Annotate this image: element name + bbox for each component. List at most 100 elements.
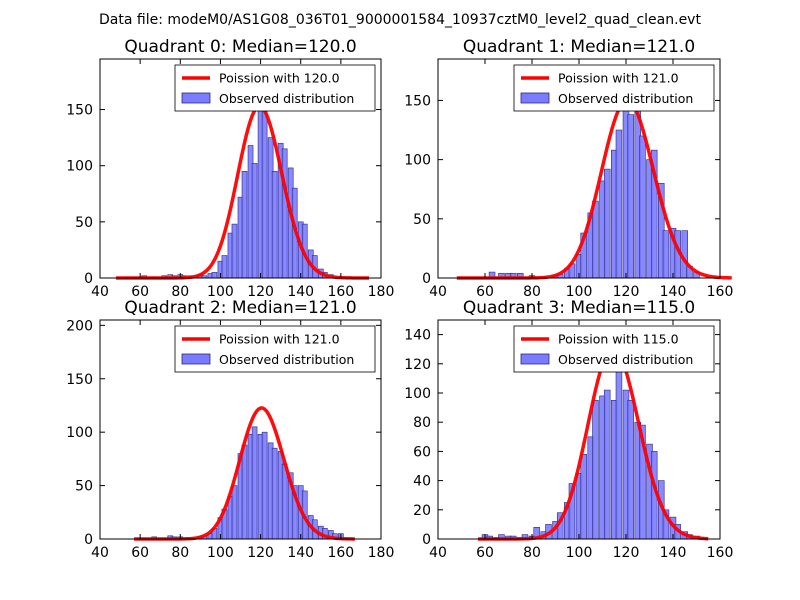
histogram-bar xyxy=(231,485,238,540)
figure-suptitle: Data file: modeM0/AS1G08_036T01_90000015… xyxy=(99,12,701,28)
histogram-bar xyxy=(241,171,248,279)
histogram-bar xyxy=(639,135,646,279)
axes-frame xyxy=(99,58,382,279)
histogram-bar xyxy=(615,345,623,540)
x-tick-label: 100 xyxy=(207,284,234,300)
x-tick-label: 140 xyxy=(660,545,687,561)
x-tick-label: 40 xyxy=(429,545,447,561)
y-tick-label: 100 xyxy=(66,425,93,441)
y-tick-label: 0 xyxy=(84,532,93,548)
histogram-bar xyxy=(627,399,634,540)
y-tick-label: 0 xyxy=(422,532,431,548)
x-tick-label: 160 xyxy=(327,545,354,561)
histogram-bar xyxy=(251,426,258,540)
histogram-bar xyxy=(592,399,599,540)
histogram-bar xyxy=(281,463,288,540)
x-tick-label: 140 xyxy=(287,284,314,300)
x-tick-label: 160 xyxy=(327,284,354,300)
y-tick-label: 140 xyxy=(404,328,431,344)
legend-histogram-swatch xyxy=(181,353,211,365)
legend-histogram-swatch xyxy=(520,92,550,104)
histogram-bar xyxy=(627,114,634,279)
y-tick-label: 50 xyxy=(75,215,93,231)
y-tick-label: 0 xyxy=(84,271,93,287)
x-tick-label: 80 xyxy=(523,545,541,561)
x-tick-label: 120 xyxy=(247,545,274,561)
subplot-quadrant-1: Quadrant 1: Median=121.0 40 60 80 100 120 140 1… xyxy=(404,37,733,300)
x-tick-label: 40 xyxy=(91,284,109,300)
x-tick-label: 60 xyxy=(131,284,149,300)
y-tick-label: 50 xyxy=(413,212,431,228)
histogram-bar xyxy=(241,444,248,540)
subplot-quadrant-2: Quadrant 2: Median=121.0 40 60 80 100 120 140 1… xyxy=(66,298,394,561)
legend-histogram-swatch xyxy=(181,92,211,104)
legend: Poission with 120.0 Observed distribution xyxy=(174,64,376,112)
y-tick-label: 100 xyxy=(404,153,431,169)
x-tick-label: 60 xyxy=(476,545,494,561)
x-tick-label: 120 xyxy=(613,284,640,300)
y-tick-label: 200 xyxy=(66,318,93,334)
legend: Poission with 115.0 Observed distribution xyxy=(513,325,715,373)
histogram-bar xyxy=(271,171,278,279)
legend-histogram-label: Observed distribution xyxy=(558,91,693,106)
x-tick-label: 40 xyxy=(429,284,447,300)
y-tick-label: 40 xyxy=(413,474,431,490)
histogram-bar xyxy=(251,163,258,279)
subplot-quadrant-0: Quadrant 0: Median=120.0 40 60 80 100 120 140 1… xyxy=(66,37,394,300)
legend-curve-label: Poission with 120.0 xyxy=(219,71,340,86)
legend: Poission with 121.0 Observed distribution xyxy=(174,325,376,373)
x-tick-label: 80 xyxy=(171,284,189,300)
x-tick-label: 100 xyxy=(207,545,234,561)
x-tick-label: 180 xyxy=(368,284,395,300)
x-tick-label: 60 xyxy=(476,284,494,300)
y-tick-label: 120 xyxy=(404,357,431,373)
x-tick-label: 160 xyxy=(707,284,734,300)
histogram-bar xyxy=(281,148,288,279)
y-tick-label: 150 xyxy=(66,103,93,119)
y-tick-label: 0 xyxy=(422,271,431,287)
axes-frame xyxy=(99,319,382,540)
x-tick-label: 140 xyxy=(287,545,314,561)
legend-curve-label: Poission with 115.0 xyxy=(558,332,679,347)
x-tick-label: 40 xyxy=(91,545,109,561)
y-tick-label: 150 xyxy=(66,372,93,388)
x-tick-label: 120 xyxy=(247,284,274,300)
legend-curve-label: Poission with 121.0 xyxy=(219,332,340,347)
legend-curve-label: Poission with 121.0 xyxy=(558,71,679,86)
histogram-bar xyxy=(662,230,670,279)
subplot-grid: Quadrant 0: Median=120.0 40 60 80 100 120 140 1… xyxy=(66,37,733,561)
x-tick-label: 60 xyxy=(131,545,149,561)
plot-title: Quadrant 2: Median=121.0 xyxy=(124,298,356,318)
x-tick-label: 80 xyxy=(171,545,189,561)
y-tick-label: 100 xyxy=(66,159,93,175)
legend-histogram-label: Observed distribution xyxy=(219,352,354,367)
histogram-bar xyxy=(231,223,238,279)
plot-title: Quadrant 0: Median=120.0 xyxy=(124,37,356,57)
x-tick-label: 100 xyxy=(566,545,593,561)
x-tick-label: 160 xyxy=(707,545,734,561)
legend: Poission with 121.0 Observed distribution xyxy=(513,64,715,112)
histogram-bar xyxy=(580,454,587,540)
histogram-bar xyxy=(221,255,228,279)
legend-histogram-label: Observed distribution xyxy=(558,352,693,367)
y-tick-label: 80 xyxy=(413,415,431,431)
legend-histogram-label: Observed distribution xyxy=(219,91,354,106)
x-tick-label: 180 xyxy=(368,545,395,561)
subplot-quadrant-3: Quadrant 3: Median=115.0 40 60 80 100 120 140 1… xyxy=(404,298,733,561)
x-tick-label: 120 xyxy=(613,545,640,561)
histogram-bar xyxy=(271,447,278,540)
histogram-bar xyxy=(261,431,268,540)
x-tick-label: 80 xyxy=(523,284,541,300)
histogram-bar xyxy=(211,272,218,279)
x-tick-label: 100 xyxy=(566,284,593,300)
y-tick-label: 20 xyxy=(413,503,431,519)
plot-title: Quadrant 3: Median=115.0 xyxy=(463,298,695,318)
y-tick-label: 60 xyxy=(413,444,431,460)
legend-histogram-swatch xyxy=(520,353,550,365)
histogram-bar xyxy=(603,168,611,279)
histogram-bar xyxy=(615,129,623,279)
histogram-bar xyxy=(603,389,611,540)
y-tick-label: 150 xyxy=(404,93,431,109)
plot-title: Quadrant 1: Median=121.0 xyxy=(463,37,695,57)
